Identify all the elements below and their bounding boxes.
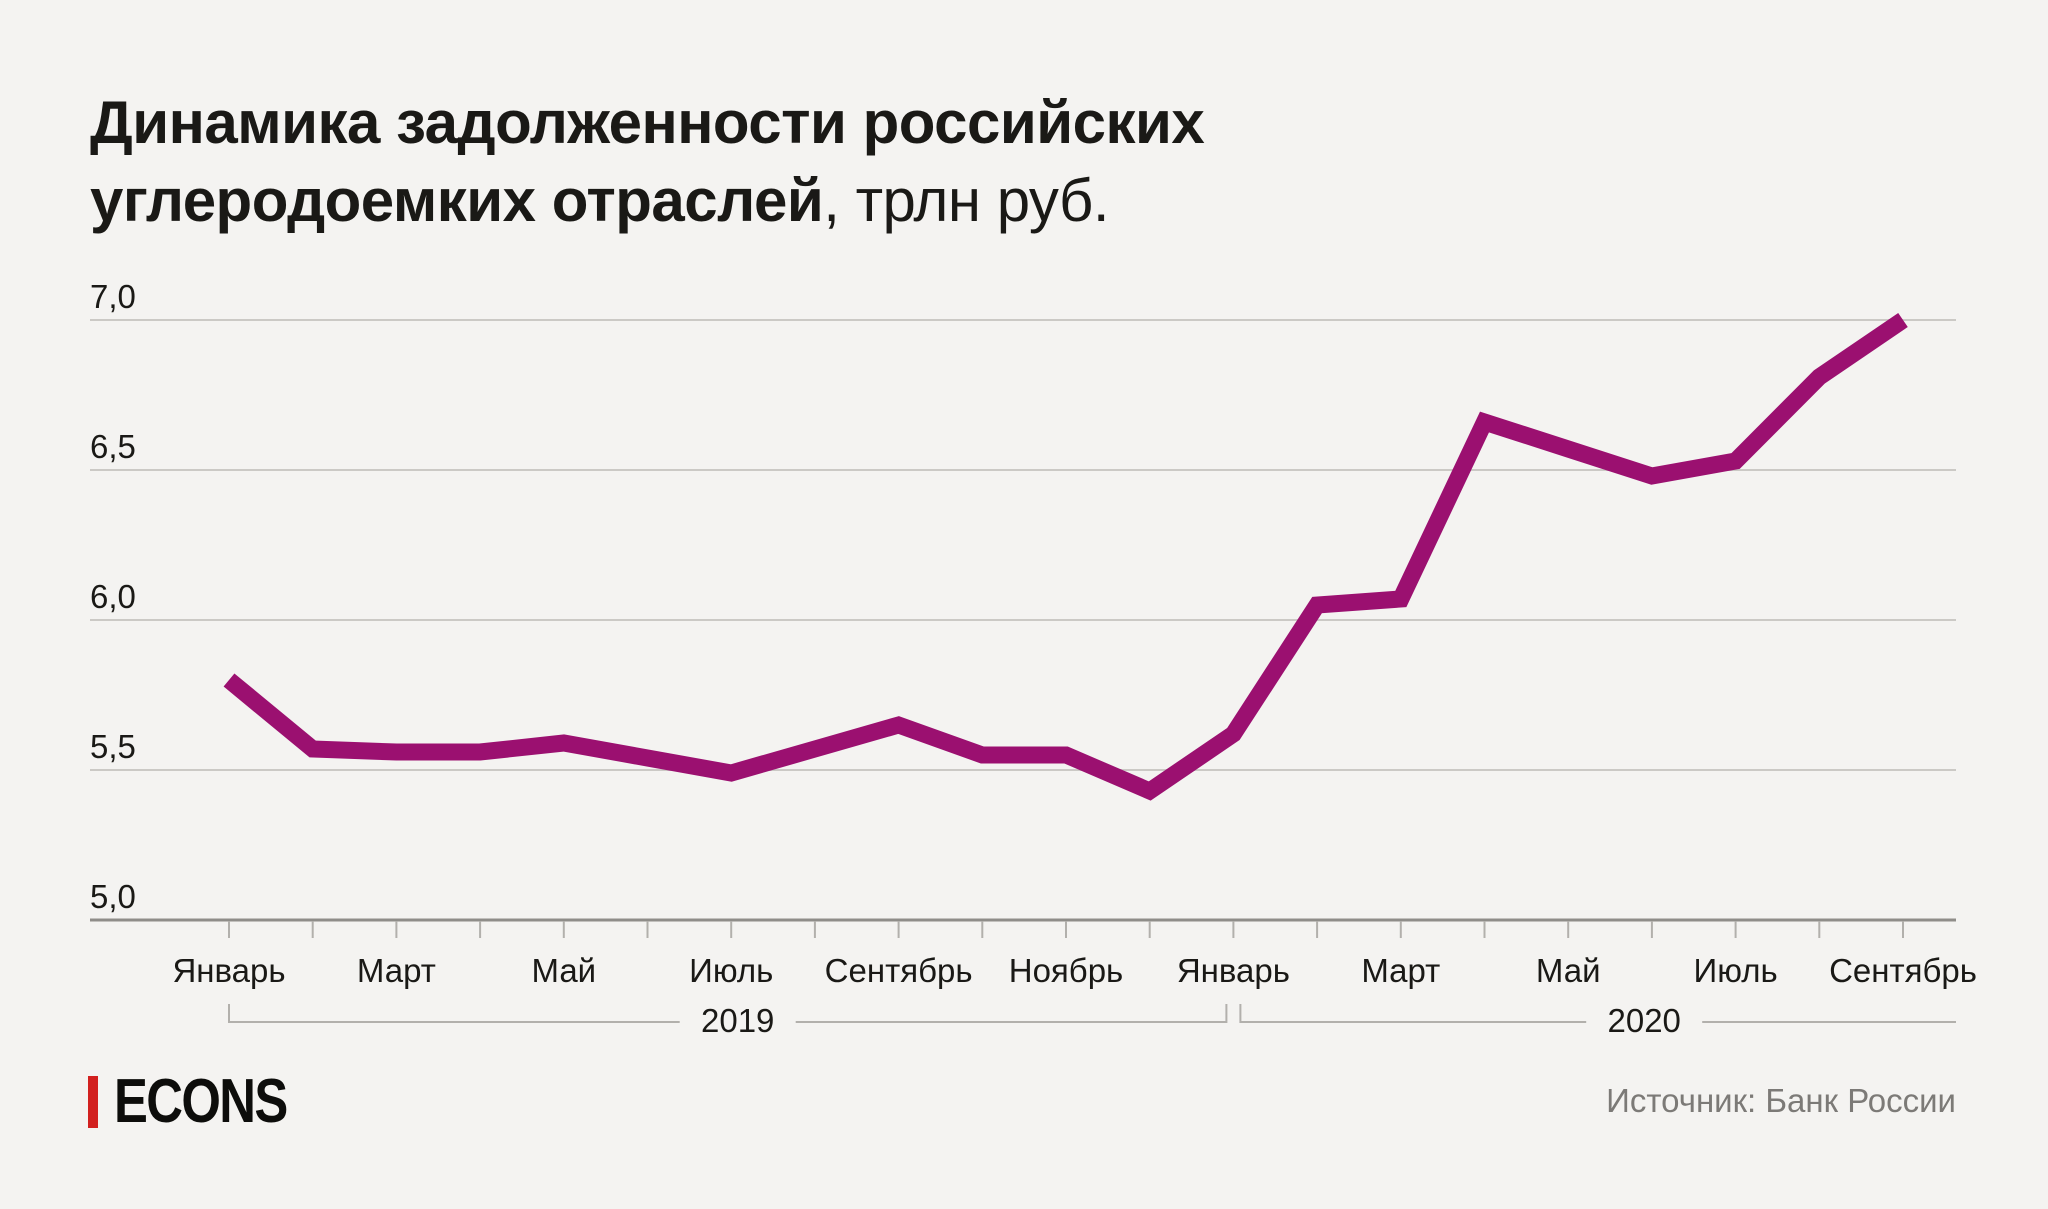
econs-logo: ECONS [88, 1067, 324, 1136]
debt-line [223, 312, 1908, 801]
x-axis-label: Июль [1693, 952, 1777, 989]
x-axis-label: Январь [1177, 952, 1290, 989]
x-axis-label: Март [1361, 952, 1440, 989]
x-axis-label: Ноябрь [1009, 952, 1124, 989]
x-axis-label: Май [1536, 952, 1601, 989]
y-axis-label: 7,0 [90, 278, 136, 315]
title-unit: , трлн руб. [823, 167, 1110, 234]
year-label: 2020 [1607, 1002, 1680, 1039]
title-bold-2: углеродоемких отраслей [90, 167, 824, 234]
x-axis-label: Май [531, 952, 596, 989]
title-line-1: Динамика задолженности российских [90, 84, 1205, 162]
year-bracket [1239, 1004, 1956, 1023]
y-axis-label: 6,5 [90, 428, 136, 465]
title-line-2: углеродоемких отраслей, трлн руб. [90, 162, 1204, 240]
logo-text: ECONS [114, 1067, 288, 1136]
x-axis-label: Март [357, 952, 436, 989]
y-axis-label: 5,0 [90, 878, 136, 915]
year-label: 2019 [701, 1002, 774, 1039]
title-bold-1: Динамика задолженности российских [90, 89, 1205, 156]
page-title: Динамика задолженности российских углеро… [90, 84, 1205, 240]
logo-red-bar-icon [88, 1076, 98, 1128]
x-axis-label: Сентябрь [1829, 952, 1977, 989]
year-bracket [228, 1004, 1228, 1023]
y-axis-label: 6,0 [90, 578, 136, 615]
source-note: Источник: Банк России [1606, 1082, 1956, 1119]
x-axis-label: Сентябрь [825, 952, 973, 989]
y-axis-label: 5,5 [90, 728, 136, 765]
x-axis-label: Январь [172, 952, 285, 989]
x-axis-label: Июль [689, 952, 773, 989]
